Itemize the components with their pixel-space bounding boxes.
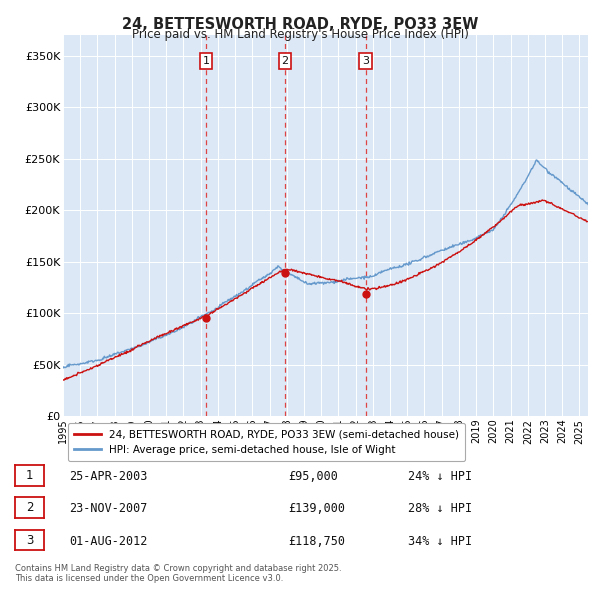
Text: 3: 3	[26, 533, 33, 547]
Text: Contains HM Land Registry data © Crown copyright and database right 2025.
This d: Contains HM Land Registry data © Crown c…	[15, 563, 341, 583]
Text: 2: 2	[281, 56, 289, 66]
Text: 1: 1	[203, 56, 209, 66]
Text: 28% ↓ HPI: 28% ↓ HPI	[408, 502, 472, 515]
Text: 25-APR-2003: 25-APR-2003	[69, 470, 148, 483]
Legend: 24, BETTESWORTH ROAD, RYDE, PO33 3EW (semi-detached house), HPI: Average price, : 24, BETTESWORTH ROAD, RYDE, PO33 3EW (se…	[68, 423, 465, 461]
Text: 34% ↓ HPI: 34% ↓ HPI	[408, 535, 472, 548]
Text: £139,000: £139,000	[288, 502, 345, 515]
Text: Price paid vs. HM Land Registry's House Price Index (HPI): Price paid vs. HM Land Registry's House …	[131, 28, 469, 41]
Text: 23-NOV-2007: 23-NOV-2007	[69, 502, 148, 515]
Text: £118,750: £118,750	[288, 535, 345, 548]
Text: 3: 3	[362, 56, 369, 66]
Text: 01-AUG-2012: 01-AUG-2012	[69, 535, 148, 548]
Text: £95,000: £95,000	[288, 470, 338, 483]
Text: 2: 2	[26, 501, 33, 514]
Text: 24, BETTESWORTH ROAD, RYDE, PO33 3EW: 24, BETTESWORTH ROAD, RYDE, PO33 3EW	[122, 17, 478, 31]
Text: 1: 1	[26, 468, 33, 482]
Text: 24% ↓ HPI: 24% ↓ HPI	[408, 470, 472, 483]
